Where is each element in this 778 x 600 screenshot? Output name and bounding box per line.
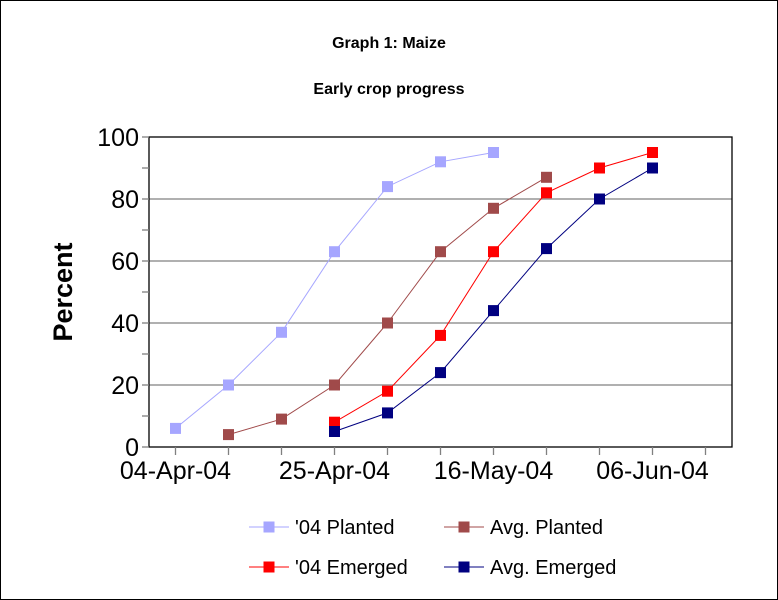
data-point	[382, 407, 393, 419]
chart-subtitle: Early crop progress	[313, 81, 464, 98]
data-point	[594, 193, 605, 205]
data-point	[488, 147, 499, 158]
data-point	[435, 246, 446, 258]
data-point	[594, 162, 605, 174]
data-point	[541, 171, 552, 183]
legend-item: Avg. Planted	[444, 517, 603, 539]
data-point	[276, 413, 287, 425]
data-point	[435, 367, 446, 379]
data-point	[329, 416, 340, 428]
data-point	[541, 243, 552, 255]
data-point	[382, 385, 393, 397]
data-point	[647, 147, 658, 158]
data-point	[276, 326, 287, 338]
data-point	[382, 181, 393, 193]
y-tick-label: 20	[111, 372, 139, 400]
x-tick-label: 16-May-04	[434, 457, 554, 485]
legend-marker	[263, 521, 275, 533]
legend-item: Avg. Emerged	[444, 557, 616, 579]
data-point	[541, 187, 552, 199]
plot-area	[148, 136, 733, 448]
x-tick-label: 04-Apr-04	[120, 457, 231, 485]
data-point	[488, 246, 499, 258]
y-tick-label: 0	[125, 434, 139, 462]
data-point	[170, 422, 181, 434]
data-point	[435, 156, 446, 168]
legend-label: Avg. Planted	[490, 517, 603, 539]
legend-item: '04 Emerged	[249, 557, 408, 579]
data-point	[647, 162, 658, 174]
legend-label: Avg. Emerged	[490, 557, 616, 579]
data-point	[223, 379, 234, 391]
y-tick-label: 40	[111, 310, 139, 338]
data-point	[329, 426, 340, 437]
legend-marker	[263, 561, 275, 573]
legend-marker	[458, 521, 470, 533]
data-point	[488, 305, 499, 317]
y-tick-label: 80	[111, 186, 139, 214]
legend-label: '04 Emerged	[295, 557, 408, 579]
y-tick-label: 100	[97, 124, 139, 152]
chart-title: Graph 1: Maize	[332, 35, 446, 52]
data-point	[329, 379, 340, 391]
y-axis-label: Percent	[48, 242, 78, 341]
legend-label: '04 Planted	[295, 517, 394, 539]
x-tick-label: 25-Apr-04	[279, 457, 390, 485]
legend-marker	[458, 561, 470, 573]
legend-item: '04 Planted	[249, 517, 394, 539]
data-point	[435, 329, 446, 341]
x-tick-label: 06-Jun-04	[596, 457, 709, 485]
y-tick-label: 60	[111, 248, 139, 276]
data-point	[488, 202, 499, 214]
data-point	[382, 317, 393, 329]
data-point	[329, 246, 340, 258]
data-point	[223, 429, 234, 441]
